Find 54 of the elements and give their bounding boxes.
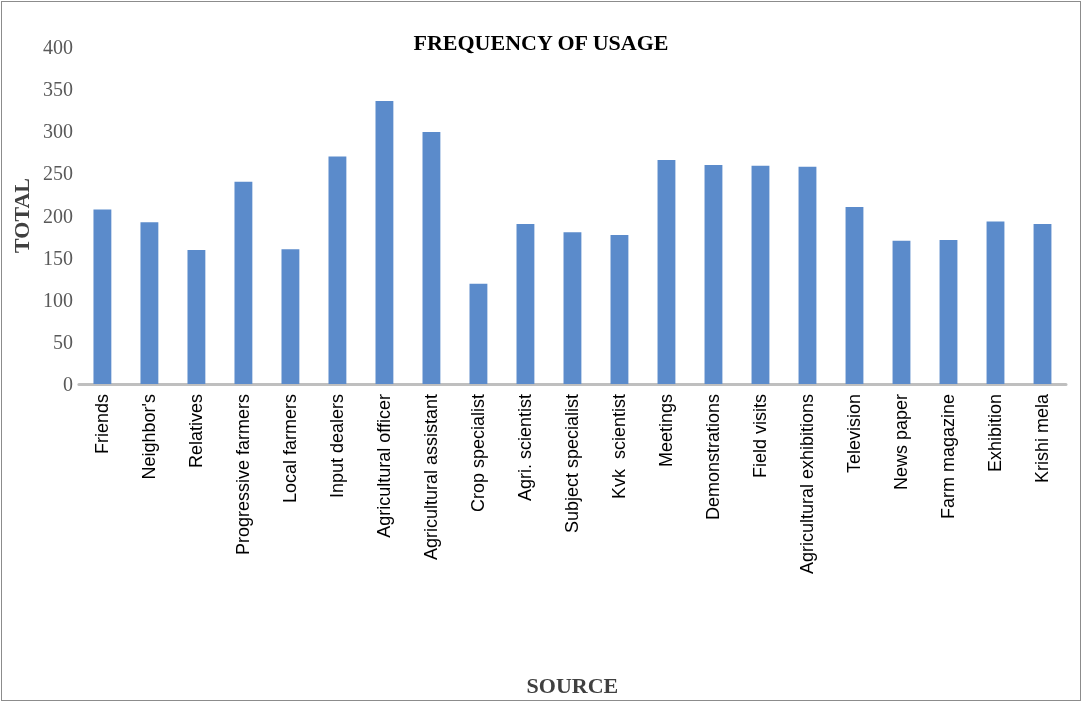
bar xyxy=(469,283,488,384)
y-tick-label: 150 xyxy=(42,246,73,269)
y-tick-label: 50 xyxy=(52,330,73,353)
x-tick-label: Subject specialist xyxy=(562,394,583,534)
bar xyxy=(563,232,582,384)
bar xyxy=(798,166,817,384)
bar xyxy=(986,221,1005,384)
bar xyxy=(1033,223,1052,384)
x-tick-label: Agricultural exhibitions xyxy=(797,394,818,575)
x-tick-label: Progressive farmers xyxy=(233,394,254,556)
bar xyxy=(422,132,441,384)
y-tick-label: 250 xyxy=(42,162,73,185)
x-tick-label: Agri. scientist xyxy=(515,394,536,502)
bar xyxy=(234,181,253,384)
x-tick-label: Agricultural officer xyxy=(374,394,395,538)
x-tick-label: Agricultural assistant xyxy=(421,394,442,561)
x-tick-label: Relatives xyxy=(186,394,207,469)
x-tick-label: Kvk scientist xyxy=(609,394,630,500)
bar xyxy=(516,223,535,384)
x-tick-label: Meetings xyxy=(656,394,677,468)
x-tick-label: News paper xyxy=(891,393,912,491)
x-tick-label: Demonstrations xyxy=(703,394,724,521)
y-tick-label: 200 xyxy=(42,204,73,227)
bar xyxy=(187,250,206,384)
x-tick-label: Exhibition xyxy=(985,394,1006,473)
y-tick-label: 0 xyxy=(62,373,73,395)
bar xyxy=(892,240,911,384)
y-tick-label: 100 xyxy=(42,288,73,311)
x-axis-title: SOURCE xyxy=(526,672,619,698)
x-tick-label: Farm magazine xyxy=(938,394,959,520)
bar xyxy=(751,165,770,384)
x-tick-label: Television xyxy=(844,394,865,474)
y-tick-label: 400 xyxy=(42,36,73,58)
x-tick-label: Crop specialist xyxy=(468,394,489,513)
bar xyxy=(93,209,112,384)
chart-title: FREQUENCY OF USAGE xyxy=(413,29,669,55)
bar xyxy=(939,239,958,384)
x-tick-label: Local farmers xyxy=(280,394,301,504)
x-tick-label: Friends xyxy=(92,394,113,455)
x-tick-label: Krishi mela xyxy=(1032,393,1053,484)
y-tick-label: 300 xyxy=(42,120,73,143)
x-tick-label: Field visits xyxy=(750,394,771,479)
bar xyxy=(657,159,676,384)
bar xyxy=(375,100,394,384)
x-tick-label: Input dealers xyxy=(327,394,348,499)
bar xyxy=(328,156,347,384)
y-axis-title: TOTAL xyxy=(8,178,34,253)
bar xyxy=(281,249,300,384)
bar xyxy=(845,207,864,384)
x-tick-label: Neighbor's xyxy=(139,394,160,480)
bar xyxy=(704,164,723,384)
bar xyxy=(140,222,159,384)
y-tick-label: 350 xyxy=(42,78,73,101)
bar xyxy=(610,234,629,384)
